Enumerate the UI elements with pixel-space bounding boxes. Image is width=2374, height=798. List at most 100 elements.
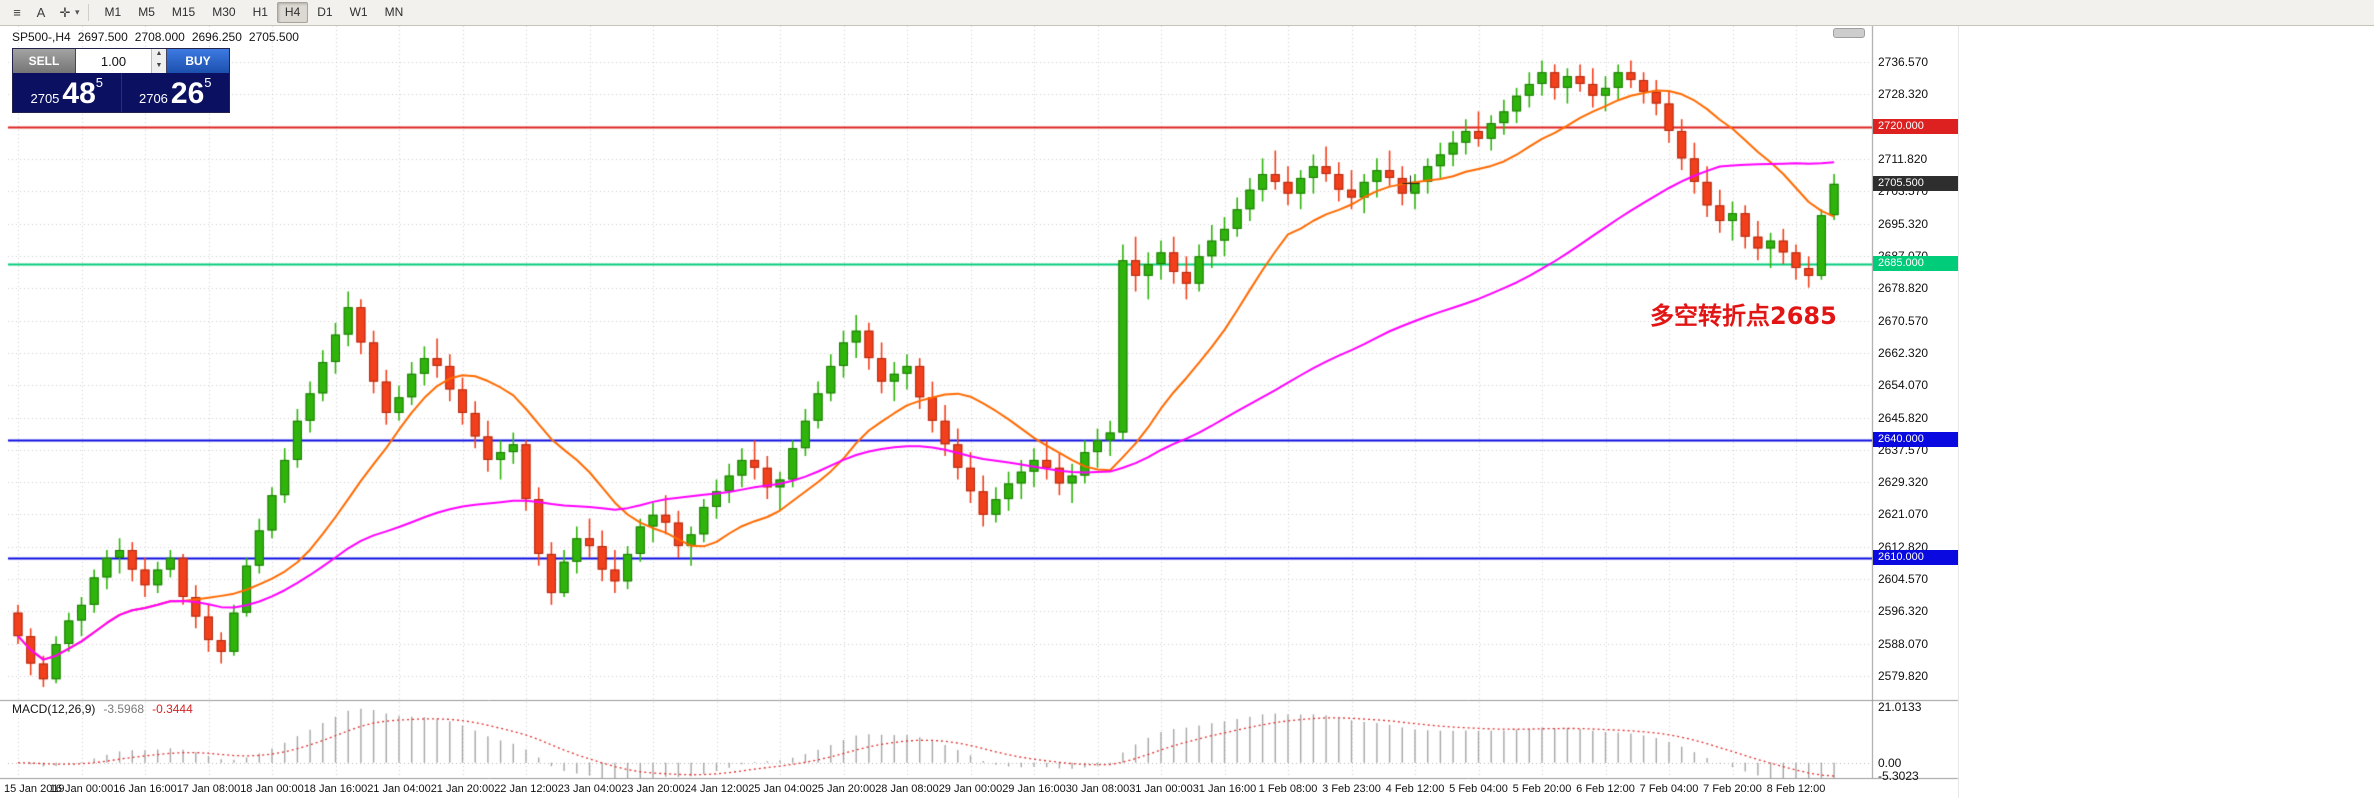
- low-value: 2696.250: [191, 30, 242, 44]
- macd-indicator-label: MACD(12,26,9) -3.5968 -0.3444: [12, 702, 193, 716]
- time-axis-label: 21 Jan 04:00: [367, 783, 431, 795]
- price-axis-label: 2629.320: [1878, 475, 1929, 490]
- time-axis-label: 5 Feb 04:00: [1449, 783, 1508, 795]
- time-axis-label: 6 Feb 12:00: [1576, 783, 1635, 795]
- price-tag-2720.000: 2720.000: [1873, 119, 1958, 135]
- time-axis-label: 28 Jan 08:00: [875, 783, 939, 795]
- volume-spin-buttons: ▲ ▼: [151, 49, 166, 73]
- price-axis-label: 2588.070: [1878, 636, 1929, 651]
- toolbar: ≡ A ✛ ▾ M1 M5 M15 M30 H1 H4 D1 W1 MN: [0, 0, 2374, 26]
- price-axis-label: 2662.320: [1878, 345, 1929, 360]
- time-axis-label: 31 Jan 16:00: [1192, 783, 1257, 795]
- timeframe-button-d1[interactable]: D1: [317, 5, 333, 19]
- buy-price-big: 26: [170, 77, 205, 110]
- time-axis-label: 1 Feb 08:00: [1258, 783, 1318, 795]
- chart-text-annotation[interactable]: 多空转折点2685: [1650, 302, 1837, 330]
- time-axis-label: 4 Feb 12:00: [1385, 783, 1445, 795]
- time-axis-label: 7 Feb 20:00: [1703, 783, 1762, 795]
- volume-stepper: ▲ ▼: [75, 49, 167, 73]
- macd-name: MACD(12,26,9): [12, 702, 96, 716]
- price-axis-label: 2621.070: [1878, 507, 1929, 522]
- buy-price-display[interactable]: 2706 26 5: [120, 73, 230, 112]
- macd-main-value: -3.5968: [103, 702, 145, 716]
- time-axis-label: 29 Jan 00:00: [938, 783, 1003, 795]
- macd-axis-label: 21.0133: [1878, 700, 1922, 714]
- chart-title: SP500-,H4 2697.500 2708.000 2696.250 2705.50…: [12, 30, 306, 44]
- buy-price-head: 2706: [138, 91, 168, 106]
- time-axis-label: 16 Jan 00:00: [49, 783, 114, 795]
- time-axis-label: 23 Jan 04:00: [557, 783, 622, 795]
- price-axis-label: 2596.320: [1878, 604, 1929, 619]
- buy-price-sup: 5: [204, 75, 212, 90]
- text-tool-icon[interactable]: A: [36, 5, 46, 20]
- price-axis-label: 2670.570: [1878, 313, 1929, 328]
- timeframe-button-h4[interactable]: H4: [276, 2, 309, 23]
- buy-button[interactable]: BUY: [167, 49, 229, 73]
- chevron-down-icon[interactable]: ▾: [75, 7, 80, 17]
- sell-button[interactable]: SELL: [13, 49, 75, 73]
- crosshair-icon[interactable]: ✛: [59, 4, 71, 20]
- volume-down-button[interactable]: ▼: [152, 61, 166, 73]
- toolbar-separator: [87, 4, 89, 21]
- price-axis-label: 2728.320: [1878, 87, 1929, 102]
- price-axis-label: 2736.570: [1878, 55, 1929, 70]
- sell-price-sup: 5: [95, 75, 104, 90]
- time-axis-label: 18 Jan 00:00: [240, 783, 304, 795]
- price-axis-label: 2654.070: [1878, 378, 1929, 393]
- timeframe-button-m1[interactable]: M1: [104, 5, 122, 19]
- sell-price-head: 2705: [30, 91, 60, 106]
- timeframe-button-m15[interactable]: M15: [171, 5, 196, 19]
- time-axis-label: 31 Jan 00:00: [1129, 783, 1193, 795]
- timeframe-button-w1[interactable]: W1: [349, 5, 368, 19]
- price-tag-2685.000: 2685.000: [1873, 256, 1958, 272]
- time-axis[interactable]: 15 Jan 2019 16 Jan 00:00 16 Jan 16:00 17 Ja…: [0, 783, 1958, 798]
- time-axis-label: 3 Feb 23:00: [1322, 783, 1381, 795]
- sell-price-big: 48: [62, 77, 96, 110]
- time-axis-label: 7 Feb 04:00: [1639, 783, 1699, 795]
- one-click-trading-panel: SELL ▲ ▼ BUY 2705 48 5 2706 26 5: [12, 48, 230, 113]
- time-axis-label: 23 Jan 20:00: [621, 783, 685, 795]
- price-axis-label: 2678.820: [1878, 281, 1929, 296]
- chart-window-icon[interactable]: ≡: [13, 5, 21, 20]
- timeframe-button-mn[interactable]: MN: [384, 5, 404, 19]
- time-axis-label: 21 Jan 20:00: [430, 783, 495, 795]
- time-axis-label: 5 Feb 20:00: [1512, 783, 1572, 795]
- time-axis-label: 25 Jan 04:00: [748, 783, 812, 795]
- price-axis-label: 2579.820: [1878, 669, 1929, 684]
- close-value: 2705.500: [248, 30, 299, 44]
- high-value: 2708.000: [134, 30, 185, 44]
- time-axis-label: 29 Jan 16:00: [1002, 783, 1066, 795]
- time-axis-label: 15 Jan 2019: [4, 783, 65, 795]
- time-axis-label: 18 Jan 16:00: [303, 783, 368, 795]
- time-axis-label: 22 Jan 12:00: [494, 783, 558, 795]
- time-axis-label: 17 Jan 08:00: [176, 783, 241, 795]
- timeframe-button-h1[interactable]: H1: [252, 5, 268, 19]
- one-click-price-row: 2705 48 5 2706 26 5: [13, 73, 229, 112]
- symbol-timeframe-label: SP500-,H4: [12, 30, 71, 44]
- chart-scrollbar-thumb[interactable]: [1833, 28, 1865, 38]
- timeframe-button-group: M1 M5 M15 M30 H1 H4 D1 W1 MN: [97, 2, 412, 23]
- one-click-controls-row: SELL ▲ ▼ BUY: [13, 49, 229, 73]
- price-tag-2610.000: 2610.000: [1873, 549, 1958, 565]
- open-value: 2697.500: [77, 30, 128, 44]
- volume-input[interactable]: [76, 49, 151, 73]
- volume-up-button[interactable]: ▲: [152, 49, 166, 61]
- macd-axis-label: -5.3023: [1878, 769, 1919, 783]
- macd-axis-label: 0.00: [1878, 755, 1902, 770]
- right-panel-divider: [1958, 26, 1959, 798]
- price-axis-label: 2604.570: [1878, 572, 1929, 587]
- time-axis-label: 16 Jan 16:00: [113, 783, 177, 795]
- timeframe-button-m5[interactable]: M5: [138, 5, 155, 19]
- macd-signal-value: -0.3444: [152, 702, 193, 716]
- time-axis-label: 8 Feb 12:00: [1766, 783, 1826, 795]
- timeframe-button-m30[interactable]: M30: [212, 5, 236, 19]
- time-axis-label: 24 Jan 12:00: [684, 783, 749, 795]
- time-axis-label: 25 Jan 20:00: [811, 783, 876, 795]
- sell-price-display[interactable]: 2705 48 5: [13, 73, 121, 112]
- price-tag-2705.500: 2705.500: [1873, 175, 1958, 191]
- time-axis-label: 30 Jan 08:00: [1065, 783, 1130, 795]
- price-axis-label: 2711.820: [1878, 152, 1928, 167]
- price-axis-label: 2645.820: [1878, 410, 1929, 425]
